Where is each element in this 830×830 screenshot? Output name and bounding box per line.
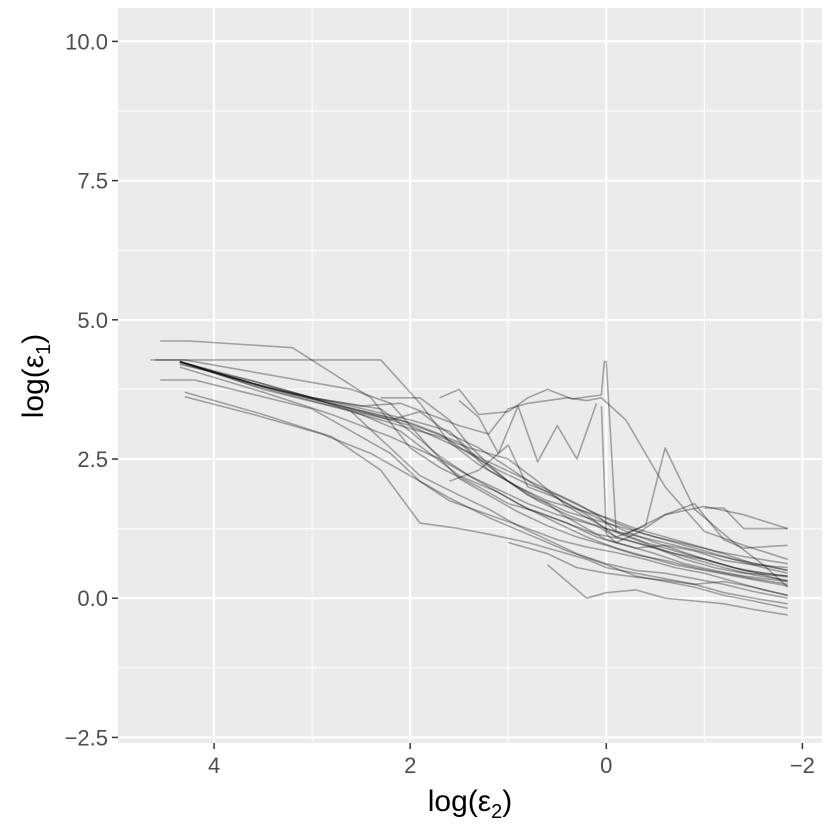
series-line-2 (160, 340, 788, 577)
series-line-7 (179, 366, 788, 587)
y-tick-label: 10.0 (65, 29, 108, 54)
series-line-6 (184, 395, 788, 610)
x-axis-title: log(ε2) (428, 785, 513, 823)
x-tick-label: 2 (404, 753, 416, 778)
series-line-8 (179, 363, 788, 583)
y-tick-label: 5.0 (77, 308, 108, 333)
series-line-1 (150, 359, 788, 586)
series-line-12 (179, 360, 788, 577)
series-line-17 (458, 399, 598, 463)
series-lines (150, 340, 789, 616)
series-line-25 (546, 564, 788, 616)
series-line-16 (179, 360, 788, 561)
y-axis: 10.0 7.5 5.0 2.5 0.0 −2.5 (65, 29, 118, 750)
series-line-18 (439, 360, 617, 532)
x-tick-label: 0 (600, 753, 612, 778)
x-tick-label: −2 (790, 753, 815, 778)
series-line-24 (350, 411, 788, 599)
y-tick-label: 7.5 (77, 169, 108, 194)
series-line-20 (380, 396, 788, 569)
series-line-23 (704, 507, 788, 530)
series-line-21 (449, 444, 789, 588)
minor-gridlines (118, 8, 822, 743)
series-line-14 (179, 360, 788, 583)
series-line-26 (507, 541, 788, 597)
x-tick-label: 4 (208, 753, 220, 778)
series-line-11 (179, 360, 788, 565)
series-line-5 (184, 391, 788, 605)
x-axis: 4 2 0 −2 (208, 743, 815, 778)
series-line-4 (155, 359, 788, 578)
major-gridlines (118, 8, 822, 743)
series-line-9 (179, 360, 788, 582)
series-line-3 (160, 379, 788, 597)
series-line-22 (625, 505, 788, 535)
series-line-19 (600, 406, 788, 549)
series-line-15 (179, 360, 788, 572)
y-tick-label: 2.5 (77, 447, 108, 472)
series-line-13 (179, 360, 788, 574)
y-tick-label: −2.5 (65, 725, 108, 750)
y-tick-label: 0.0 (77, 586, 108, 611)
series-line-10 (179, 362, 788, 572)
y-axis-title: log(ε1) (17, 334, 55, 419)
